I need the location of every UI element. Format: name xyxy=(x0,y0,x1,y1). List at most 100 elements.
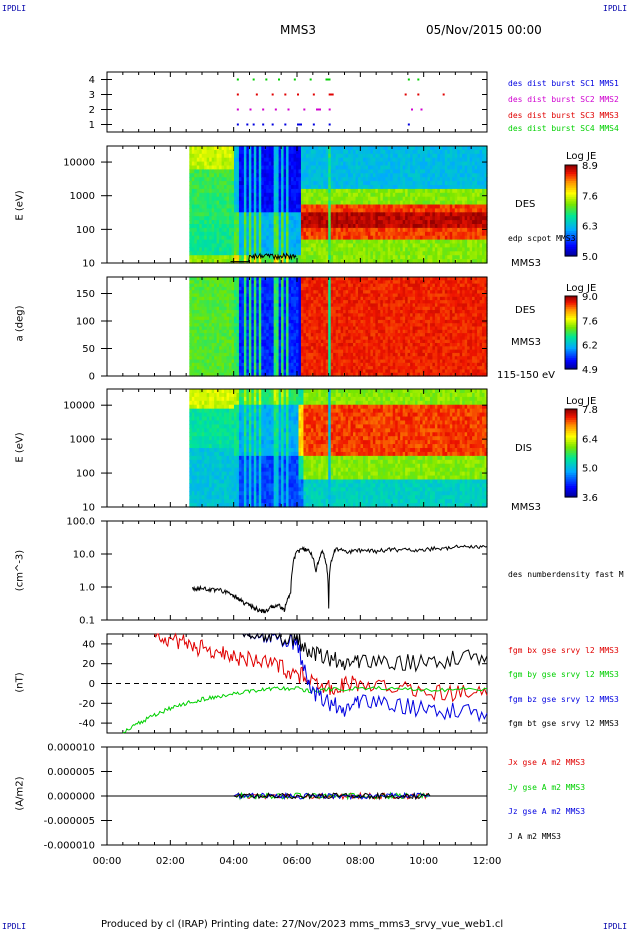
heatmap-cell xyxy=(479,208,483,213)
heatmap-cell xyxy=(328,255,332,260)
heatmap-cell xyxy=(221,310,225,314)
heatmap-cell xyxy=(424,169,429,174)
heatmap-cell xyxy=(281,173,285,178)
heatmap-cell xyxy=(484,224,488,229)
heatmap-cell xyxy=(338,149,342,155)
heatmap-cell xyxy=(201,336,205,341)
heatmap-cell xyxy=(229,181,233,186)
heatmap-cell xyxy=(484,177,488,182)
heatmap-cell xyxy=(201,296,205,301)
heatmap-cell xyxy=(474,259,478,264)
heatmap-cell xyxy=(385,169,389,174)
heatmap-cell xyxy=(402,169,406,174)
heatmap-cell xyxy=(278,372,282,377)
heatmap-cell xyxy=(298,280,302,285)
heatmap-cell xyxy=(278,200,282,206)
heatmap-cell xyxy=(355,165,359,170)
heatmap-cell xyxy=(397,196,401,202)
heatmap-cell xyxy=(330,177,334,182)
heatmap-cell xyxy=(305,259,309,264)
heatmap-cell xyxy=(300,255,305,260)
heatmap-cell xyxy=(288,346,292,351)
heatmap-cell xyxy=(392,196,396,202)
heatmap-cell xyxy=(286,243,290,248)
heatmap-cell xyxy=(449,185,453,190)
heatmap-cell xyxy=(201,286,205,291)
heatmap-cell xyxy=(313,169,317,174)
heatmap-cell xyxy=(313,259,317,264)
heatmap-cell xyxy=(281,153,285,159)
heatmap-cell xyxy=(273,181,277,186)
heatmap-cell xyxy=(467,235,471,241)
heatmap-cell xyxy=(415,153,419,159)
heatmap-cell xyxy=(266,153,270,159)
heatmap-cell xyxy=(248,208,252,213)
heatmap-cell xyxy=(273,173,277,178)
heatmap-cell xyxy=(219,316,223,321)
heatmap-cell xyxy=(405,251,409,256)
heatmap-cell xyxy=(370,165,374,170)
heatmap-cell xyxy=(313,153,317,159)
heatmap-cell xyxy=(338,212,342,217)
heatmap-cell xyxy=(449,161,453,167)
heatmap-cell xyxy=(261,323,265,328)
heatmap-cell xyxy=(318,192,322,198)
heatmap-cell xyxy=(201,326,205,331)
heatmap-cell xyxy=(238,326,243,331)
heatmap-cell xyxy=(437,235,441,241)
heatmap-cell xyxy=(273,280,277,285)
heatmap-cell xyxy=(236,336,240,341)
heatmap-cell xyxy=(442,146,446,151)
heatmap-cell xyxy=(320,204,324,209)
heatmap-cell xyxy=(291,239,295,245)
heatmap-cell xyxy=(221,319,225,324)
heatmap-cell xyxy=(484,247,488,252)
heatmap-cell xyxy=(258,243,262,248)
heatmap-cell xyxy=(196,181,200,186)
heatmap-cell xyxy=(345,192,349,198)
heatmap-cell xyxy=(251,323,255,328)
heatmap-cell xyxy=(467,177,471,182)
heatmap-cell xyxy=(278,359,282,364)
heatmap-cell xyxy=(479,204,483,209)
heatmap-cell xyxy=(469,188,473,194)
heatmap-cell xyxy=(233,306,238,311)
heatmap-cell xyxy=(310,165,314,170)
heatmap-cell xyxy=(211,220,215,225)
heatmap-cell xyxy=(261,339,265,344)
heatmap-cell xyxy=(196,313,200,318)
heatmap-cell xyxy=(221,336,225,341)
heatmap-cell xyxy=(246,359,250,364)
heatmap-cell xyxy=(360,146,364,151)
heatmap-cell xyxy=(370,196,374,202)
heatmap-cell xyxy=(323,185,327,190)
heatmap-cell xyxy=(191,165,195,170)
heatmap-cell xyxy=(231,319,235,324)
heatmap-cell xyxy=(286,165,290,170)
heatmap-cell xyxy=(236,323,240,328)
heatmap-cell xyxy=(459,247,463,252)
heatmap-cell xyxy=(261,286,265,291)
heatmap-cell xyxy=(395,157,399,163)
heatmap-cell xyxy=(296,220,300,225)
heatmap-cell xyxy=(358,255,362,260)
heatmap-cell xyxy=(417,192,421,198)
heatmap-cell xyxy=(191,296,195,301)
heatmap-cell xyxy=(209,251,213,256)
heatmap-cell xyxy=(462,149,466,155)
heatmap-cell xyxy=(385,149,389,155)
heatmap-cell xyxy=(201,310,205,314)
heatmap-cell xyxy=(365,259,369,264)
heatmap-cell xyxy=(258,343,262,347)
heatmap-cell xyxy=(320,220,324,225)
heatmap-cell xyxy=(424,247,429,252)
heatmap-cell xyxy=(246,349,250,354)
heatmap-cell xyxy=(243,196,247,202)
heatmap-cell xyxy=(243,216,247,221)
heatmap-cell xyxy=(214,336,218,341)
heatmap-cell xyxy=(291,326,295,331)
heatmap-cell xyxy=(189,316,193,321)
heatmap-cell xyxy=(320,173,324,178)
heatmap-cell xyxy=(251,372,255,377)
heatmap-cell xyxy=(256,346,260,351)
